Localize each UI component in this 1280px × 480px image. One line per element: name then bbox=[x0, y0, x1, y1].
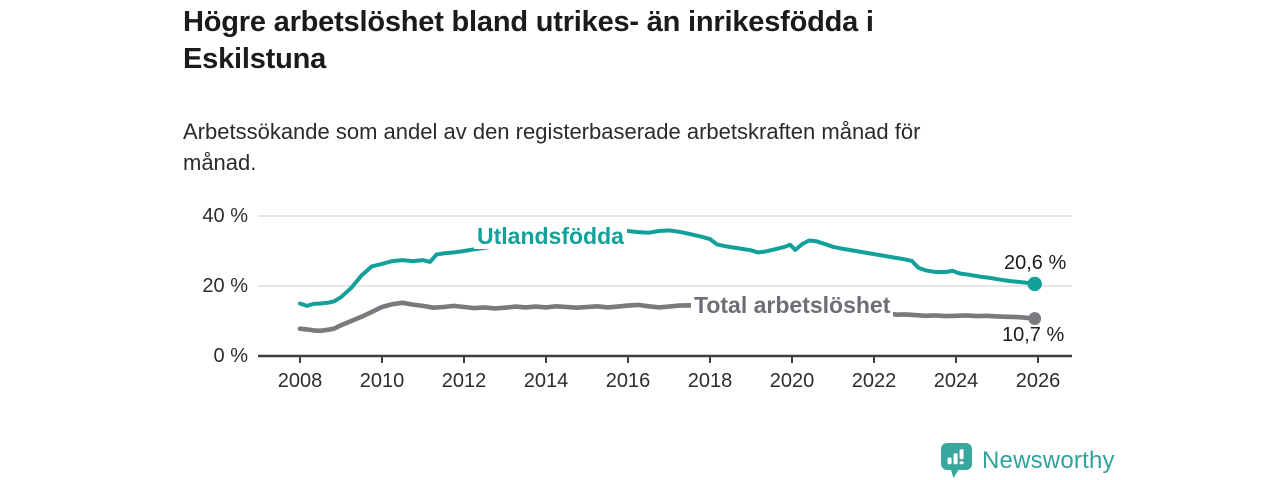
x-axis-tick-label: 2008 bbox=[277, 370, 323, 392]
x-axis-tick-label: 2016 bbox=[605, 370, 651, 392]
end-value-label-utlandsfodda: 20,6 % bbox=[1004, 252, 1067, 274]
x-axis-tick-label: 2026 bbox=[1015, 370, 1061, 392]
x-axis-tick-label: 2010 bbox=[359, 370, 405, 392]
series-label-total-arbetsloshet: Total arbetslöshet bbox=[691, 292, 894, 319]
x-axis-tick-label: 2012 bbox=[441, 370, 487, 392]
chart-subtitle: Arbetssökande som andel av den registerb… bbox=[183, 119, 921, 176]
x-axis-tick-label: 2014 bbox=[523, 370, 569, 392]
x-axis-tick-label: 2018 bbox=[687, 370, 733, 392]
y-axis-tick-label: 40 % bbox=[202, 205, 248, 227]
x-axis-tick-label: 2024 bbox=[933, 370, 979, 392]
newsworthy-wordmark: Newsworthy bbox=[982, 447, 1115, 474]
y-axis-tick-label: 0 % bbox=[213, 345, 248, 367]
x-axis-tick-label: 2020 bbox=[769, 370, 815, 392]
y-axis-tick-label: 20 % bbox=[202, 275, 248, 297]
end-value-label-total: 10,7 % bbox=[1002, 324, 1065, 346]
x-axis-tick-label: 2022 bbox=[851, 370, 897, 392]
newsworthy-logo: Newsworthy bbox=[941, 443, 1115, 479]
chart-title: Högre arbetslöshet bland utrikes- än inr… bbox=[183, 6, 874, 75]
series-label-utlandsfodda: Utlandsfödda bbox=[474, 223, 627, 250]
newsworthy-bubble-barchart-icon bbox=[941, 443, 972, 478]
